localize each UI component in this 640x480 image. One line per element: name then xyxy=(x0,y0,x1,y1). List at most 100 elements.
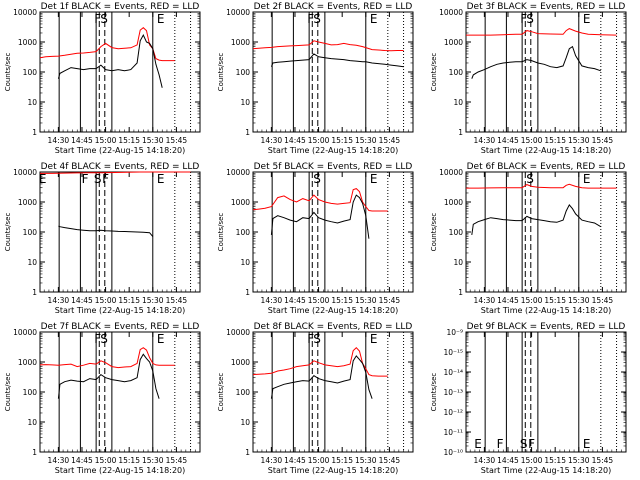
x-tick-label: 15:00 xyxy=(95,456,117,465)
x-tick-label: 15:45 xyxy=(166,456,188,465)
x-tick-label: 15:45 xyxy=(592,136,614,145)
event-letter: S xyxy=(313,172,321,186)
event-letter: E xyxy=(583,437,591,451)
y-tick-label: 10000 xyxy=(13,328,37,337)
x-tick-label: 15:45 xyxy=(379,456,401,465)
x-tick-label: 15:45 xyxy=(592,456,614,465)
y-tick-label: 100 xyxy=(236,68,251,77)
event-letter: S xyxy=(526,172,534,186)
event-letter: S xyxy=(313,12,321,26)
y-tick-label: 10 xyxy=(27,98,37,107)
y-tick-label: 1 xyxy=(245,288,250,297)
events-series-line xyxy=(57,33,163,88)
y-tick-label: 10000 xyxy=(13,168,37,177)
y-axis-label: Counts/sec xyxy=(4,53,12,92)
events-series-line xyxy=(471,204,602,235)
event-letter: F xyxy=(520,12,527,26)
x-tick-label: 14:45 xyxy=(71,296,93,305)
y-tick-label: 10 xyxy=(27,418,37,427)
event-letter: S xyxy=(313,332,321,346)
y-axis-label: Counts/sec xyxy=(4,373,12,412)
detector-plot: Det 7f BLACK = Events, RED = LLD Counts/s… xyxy=(4,322,201,475)
y-tick-label: 10⁻¹⁰ xyxy=(443,448,463,457)
event-letter: S xyxy=(100,12,108,26)
event-letter: E xyxy=(583,172,591,186)
y-tick-label: 10 xyxy=(240,258,250,267)
y-axis-label: Counts/sec xyxy=(4,213,12,252)
events-series-line xyxy=(471,45,601,79)
y-tick-label: 10⁻¹² xyxy=(443,408,463,417)
event-letter: F xyxy=(497,437,504,451)
events-series-line xyxy=(57,353,160,399)
plot-title: Det 2f BLACK = Events, RED = LLD xyxy=(254,2,413,12)
detector-plot: Det 3f BLACK = Events, RED = LLD Counts/s… xyxy=(430,2,627,155)
y-tick-label: 1 xyxy=(245,128,250,137)
y-tick-label: 1 xyxy=(458,128,463,137)
event-letter: E xyxy=(370,332,378,346)
x-axis-label: Start Time (22-Aug-15 14:18:20) xyxy=(55,306,186,315)
y-tick-label: 10 xyxy=(27,258,37,267)
x-tick-label: 15:45 xyxy=(592,296,614,305)
x-tick-label: 15:00 xyxy=(308,136,330,145)
x-tick-label: 15:00 xyxy=(521,296,543,305)
x-tick-label: 15:15 xyxy=(118,456,140,465)
x-tick-label: 15:15 xyxy=(118,136,140,145)
x-tick-label: 15:45 xyxy=(379,136,401,145)
y-tick-label: 100 xyxy=(236,228,251,237)
lld-series-line xyxy=(252,188,388,212)
plot-frame xyxy=(39,331,201,453)
event-letter: E xyxy=(583,12,591,26)
y-tick-label: 10000 xyxy=(226,328,250,337)
plot-title: Det 1f BLACK = Events, RED = LLD xyxy=(41,2,200,12)
x-tick-label: 15:15 xyxy=(331,136,353,145)
y-tick-label: 10 xyxy=(240,98,250,107)
x-tick-label: 14:30 xyxy=(474,136,496,145)
y-tick-label: 1000 xyxy=(231,38,250,47)
lld-series-line xyxy=(40,171,191,174)
event-letter: E xyxy=(157,12,165,26)
event-letter: S xyxy=(94,172,102,186)
detector-plot: Det 5f BLACK = Events, RED = LLD Counts/s… xyxy=(217,162,414,315)
x-tick-label: 15:30 xyxy=(355,136,377,145)
plot-title: Det 4f BLACK = Events, RED = LLD xyxy=(41,162,200,172)
y-tick-label: 10000 xyxy=(226,168,250,177)
plot-title: Det 9f BLACK = Events, RED = LLD xyxy=(467,322,626,332)
x-tick-label: 15:00 xyxy=(95,296,117,305)
y-tick-label: 10⁻¹¹ xyxy=(443,428,463,437)
event-letter: F xyxy=(528,437,535,451)
y-tick-label: 1 xyxy=(245,448,250,457)
y-tick-label: 1000 xyxy=(18,198,37,207)
x-tick-label: 14:30 xyxy=(261,136,283,145)
lld-series-line xyxy=(39,347,175,369)
x-tick-label: 15:45 xyxy=(166,296,188,305)
x-tick-label: 14:30 xyxy=(48,456,70,465)
y-tick-label: 1000 xyxy=(444,198,463,207)
y-tick-label: 10⁻¹⁵ xyxy=(443,348,463,357)
x-tick-label: 15:15 xyxy=(544,296,566,305)
y-tick-label: 10 xyxy=(240,418,250,427)
plot-frame xyxy=(252,331,414,453)
x-tick-label: 14:45 xyxy=(284,456,306,465)
events-series-line xyxy=(270,53,404,68)
y-tick-label: 1000 xyxy=(231,198,250,207)
plot-title: Det 3f BLACK = Events, RED = LLD xyxy=(467,2,626,12)
x-tick-label: 15:30 xyxy=(142,136,164,145)
plot-frame xyxy=(39,171,201,293)
event-letter: F xyxy=(307,12,314,26)
y-tick-label: 100 xyxy=(23,228,38,237)
detector-plot: Det 8f BLACK = Events, RED = LLD Counts/s… xyxy=(217,322,414,475)
event-letter: E xyxy=(474,437,482,451)
detector-plot: Det 9f BLACK = Events, RED = LLD Counts/s… xyxy=(430,322,627,475)
y-tick-label: 1000 xyxy=(444,38,463,47)
y-tick-label: 1000 xyxy=(18,358,37,367)
detector-plot: Det 2f BLACK = Events, RED = LLD Counts/s… xyxy=(217,2,414,155)
y-tick-label: 10000 xyxy=(226,8,250,17)
y-tick-label: 10⁻⁹ xyxy=(446,328,463,337)
x-tick-label: 15:15 xyxy=(544,456,566,465)
y-tick-label: 100 xyxy=(449,228,464,237)
events-series-line xyxy=(270,194,370,239)
y-axis-label: Counts/sec xyxy=(430,373,438,412)
x-tick-label: 15:00 xyxy=(521,136,543,145)
y-tick-label: 10000 xyxy=(439,8,463,17)
